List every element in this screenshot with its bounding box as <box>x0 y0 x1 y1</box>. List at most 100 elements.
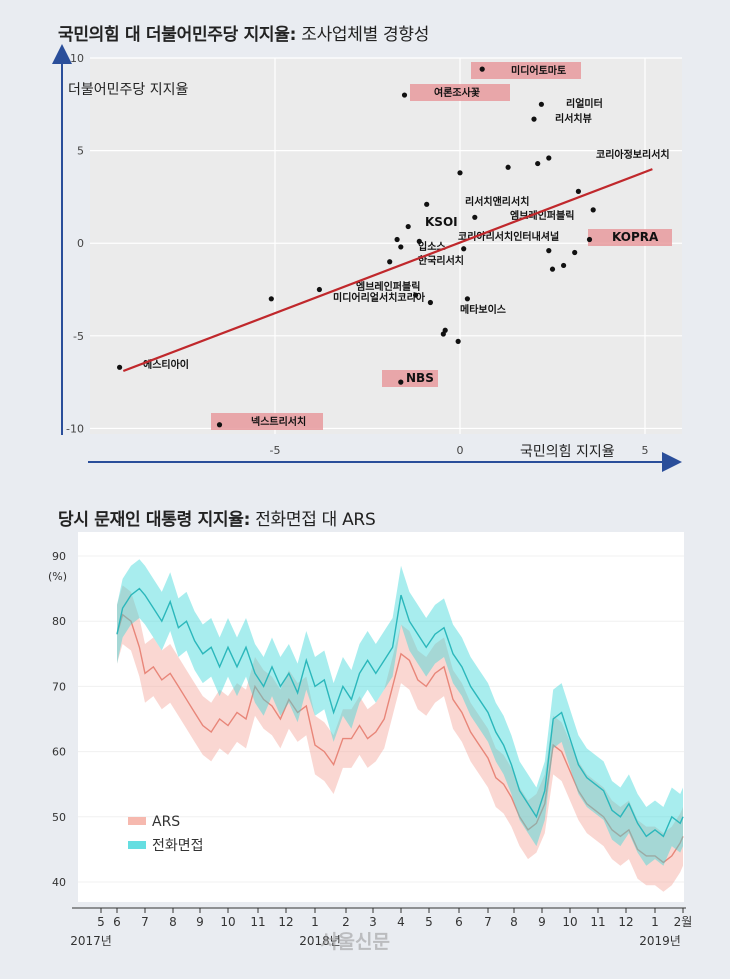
chart1-title: 국민의힘 대 더불어민주당 지지율: 조사업체별 경향성 <box>58 20 429 45</box>
line-x-tick-label: 5 <box>425 915 433 929</box>
scatter-y-tick-label: 10 <box>70 52 84 65</box>
line-plot-panel <box>78 532 684 902</box>
scatter-point <box>268 296 274 302</box>
scatter-point-label: NBS <box>406 371 434 385</box>
line-x-tick-label: 8 <box>510 915 518 929</box>
scatter-point <box>546 248 552 254</box>
scatter-point <box>505 164 511 170</box>
line-x-tick-label: 9 <box>196 915 204 929</box>
line-x-tick-label: 1 <box>651 915 659 929</box>
scatter-point-label: KSOI <box>425 215 458 229</box>
scatter-point-label: 리서치앤리서치 <box>465 195 529 208</box>
scatter-point <box>479 66 485 72</box>
scatter-point <box>561 262 567 269</box>
scatter-grid <box>90 57 682 434</box>
trend-line <box>122 168 653 373</box>
series-line-phone <box>116 587 684 838</box>
highlight-labels <box>211 62 672 430</box>
scatter-point <box>546 155 552 161</box>
scatter-point-label: 여론조사꽃 <box>434 86 480 99</box>
scatter-point <box>398 244 404 250</box>
line-x-tick-label: 6 <box>455 915 463 929</box>
scatter-point <box>316 286 322 293</box>
watermark: 서울신문 <box>320 931 390 953</box>
scatter-y-tick-label: 5 <box>77 145 84 158</box>
line-x-tick-label: 12 <box>618 915 633 929</box>
scatter-point <box>457 170 463 176</box>
line-y-tick-label: 60 <box>52 746 66 759</box>
scatter-point-label: 엠브레인퍼블릭 <box>510 209 574 222</box>
scatter-point-label: KOPRA <box>612 230 659 244</box>
line-x-tick-label: 6 <box>113 915 121 929</box>
scatter-point <box>387 259 393 265</box>
scatter-point-label: 리얼미터 <box>566 97 603 110</box>
chart2-title: 당시 문재인 대통령 지지율: 전화면접 대 ARS <box>58 505 376 530</box>
scatter-axes: -5 0 5 10 5 0 -5 -10 <box>66 52 648 457</box>
scatter-points <box>117 66 596 428</box>
series-band-ars <box>117 585 683 892</box>
line-x-tick-label: 1 <box>311 915 319 929</box>
chart1-title-bold: 국민의힘 대 더불어민주당 지지율: <box>58 25 297 45</box>
scatter-point <box>117 364 123 370</box>
scatter-point-label: 코리아정보리서치 <box>596 148 670 161</box>
scatter-y-tick-label: -10 <box>66 422 84 435</box>
scatter-point <box>405 223 411 230</box>
line-legend: ARS 전화면접 <box>128 814 204 854</box>
scatter-point <box>535 160 541 167</box>
scatter-point-label: 한국리서치 <box>418 254 464 267</box>
scatter-point <box>586 236 593 243</box>
line-y-tick-label: 90 <box>52 550 66 563</box>
scatter-point <box>424 201 430 207</box>
chart2-title-bold: 당시 문재인 대통령 지지율: <box>58 510 251 530</box>
scatter-point <box>572 249 578 256</box>
scatter-point <box>455 338 461 344</box>
line-y-tick-label: 50 <box>52 811 66 824</box>
scatter-point <box>401 92 408 98</box>
line-x-tick-label: 12 <box>278 915 293 929</box>
chart1-title-rest: 조사업체별 경향성 <box>296 25 430 45</box>
scatter-point <box>531 116 537 122</box>
scatter-x-tick-label: 5 <box>642 444 649 457</box>
line-series <box>116 559 684 892</box>
scatter-point <box>216 422 223 428</box>
line-ylabel: (%) <box>48 570 67 583</box>
chart2-title-rest: 전화면접 대 ARS <box>250 510 376 530</box>
line-y-tick-label: 40 <box>52 876 66 889</box>
line-x-tick-label: 11 <box>250 915 265 929</box>
highlight-band <box>382 370 438 387</box>
line-x-tick-label: 10 <box>562 915 577 929</box>
scatter-point <box>575 188 582 194</box>
series-band-phone <box>117 559 683 866</box>
scatter-point-label: 에스티아이 <box>143 358 189 371</box>
scatter-point-label: 리서치뷰 <box>555 112 592 125</box>
scatter-x-tick-label: -5 <box>270 444 281 457</box>
scatter-xlabel: 국민의힘 지지율 <box>520 444 615 460</box>
line-x-tick-label: 9 <box>538 915 546 929</box>
line-year-label: 2019년 <box>639 934 681 948</box>
legend-ars-label: ARS <box>152 814 180 830</box>
line-year-label: 2017년 <box>70 934 112 948</box>
scatter-point <box>590 207 596 213</box>
scatter-point-label: 메타보이스 <box>460 303 506 316</box>
line-y-tick-label: 80 <box>52 615 66 628</box>
scatter-ylabel: 더불어민주당 지지율 <box>68 82 188 98</box>
scatter-point <box>394 236 400 243</box>
highlight-band <box>471 62 581 79</box>
line-x-tick-label: 8 <box>169 915 177 929</box>
scatter-point-label: 미디어리얼서치코리아 <box>333 291 426 304</box>
line-y-tick-label: 70 <box>52 680 66 693</box>
line-x-tick-label: 7 <box>484 915 492 929</box>
highlight-band <box>211 413 323 430</box>
scatter-point <box>472 214 478 220</box>
scatter-point <box>440 331 446 337</box>
scatter-point <box>464 296 470 302</box>
scatter-point-label: 엠브레인퍼블릭 <box>356 280 420 293</box>
scatter-y-tick-label: -5 <box>73 330 84 343</box>
line-grid <box>78 555 684 883</box>
scatter-point-label: 입소스 <box>418 240 446 253</box>
line-x-tick-label: 10 <box>220 915 235 929</box>
scatter-x-tick-label: 0 <box>457 444 464 457</box>
